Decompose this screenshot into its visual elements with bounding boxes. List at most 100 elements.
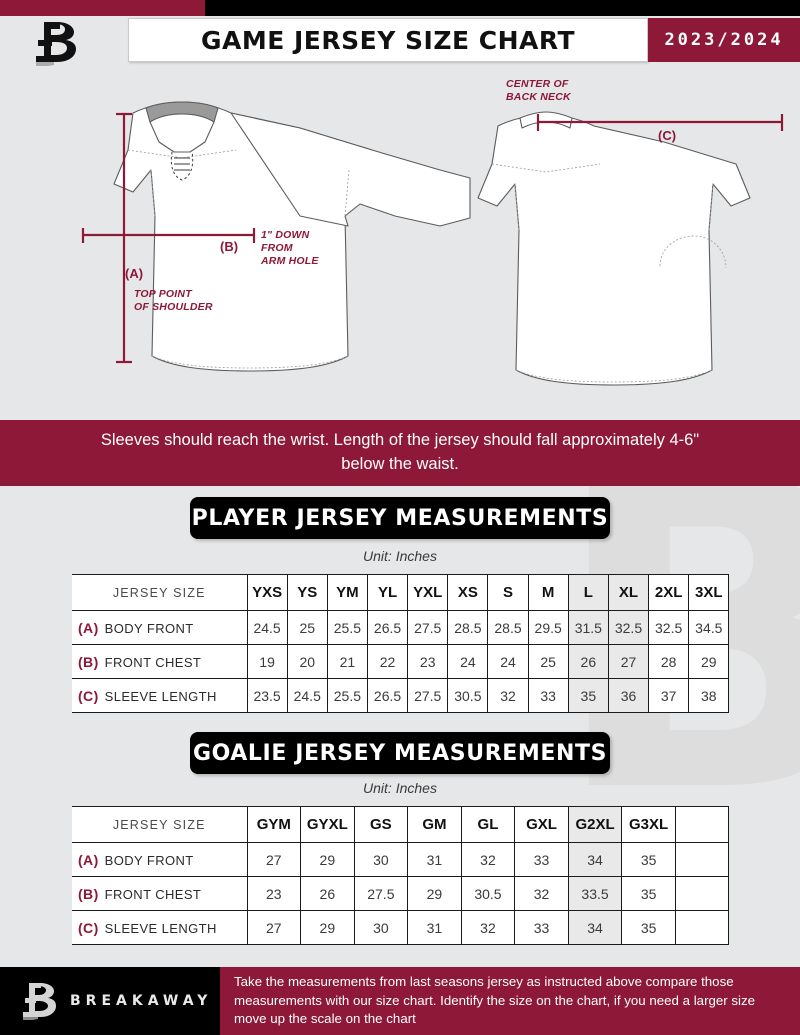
row-label: (B) FRONT CHEST [72,644,248,679]
goalie-size-header: JERSEY SIZE [72,806,248,843]
measurement-cell: 29 [300,842,355,877]
measurement-cell: 34 [567,910,623,945]
goalie-table-body: (A) BODY FRONT 27 29 30 31 32 33 34 35 (B) FRONT CH… [72,842,730,945]
measurement-cell: 35 [621,842,676,877]
row-letter: (A) [78,851,99,868]
goalie-section-title-text: GOALIE JERSEY MEASUREMENTS [192,740,608,766]
measure-line-b [81,228,256,243]
row-label: (B) FRONT CHEST [72,876,248,911]
footer-brand-name: BREAKAWAY [70,993,213,1009]
column-header-gym: GYM [246,806,302,843]
page-title: GAME JERSEY SIZE CHART [128,18,648,62]
fit-note-text: Sleeves should reach the wrist. Length o… [100,431,700,473]
measurement-cell: 26.5 [366,678,409,713]
measure-line-a [116,112,132,364]
column-header-s: S [487,574,529,611]
table-row: (A) BODY FRONT 24.5 25 25.5 26.5 27.5 28.5 28.5 2… [72,610,730,645]
measurement-cell: 31 [407,842,462,877]
back-jersey-illustration [477,111,751,386]
measurement-cell: 30.5 [460,876,516,911]
measurement-cell: 35 [621,910,676,945]
table-row: (B) FRONT CHEST 23 26 27.5 29 30.5 32 33.5 35 [72,876,730,911]
measurement-cell: 27 [607,644,650,679]
column-header-gxl: GXL [514,806,569,843]
goalie-section-title: GOALIE JERSEY MEASUREMENTS [190,732,610,774]
goalie-unit-label: Unit: Inches [363,780,437,796]
page-header: GAME JERSEY SIZE CHART 2023/2024 [0,16,800,66]
label-c-letter: (C) [658,128,677,143]
footer-instructions-text: Take the measurements from last seasons … [234,973,756,1027]
table-row: (C) SLEEVE LENGTH 23.5 24.5 25.5 26.5 27.5 30.5… [72,678,730,713]
column-header-blank [674,806,730,843]
measurement-cell: 25 [527,644,569,679]
row-letter: (C) [78,919,99,936]
row-letter: (A) [78,619,99,636]
measurement-cell: 19 [246,644,288,679]
measurement-cell: 23 [407,644,449,679]
measurement-cell: 27.5 [407,678,449,713]
breakaway-b-logo-icon [23,983,56,1020]
row-label: (C) SLEEVE LENGTH [72,910,248,945]
measurement-cell: 28.5 [487,610,529,645]
measurement-cell: 32 [460,842,516,877]
column-header-xs: XS [447,574,489,611]
player-unit-label: Unit: Inches [363,548,437,564]
fit-note-banner: Sleeves should reach the wrist. Length o… [0,420,800,486]
measurement-cell: 29.5 [527,610,569,645]
measurement-cell: 32.5 [607,610,650,645]
measurement-cell: 21 [326,644,368,679]
measurement-cell: 35 [567,678,609,713]
page-title-text: GAME JERSEY SIZE CHART [200,25,576,55]
column-header-gl: GL [460,806,516,843]
goalie-table-header-row: JERSEY SIZE GYM GYXL GS GM GL GXL G2XL G3XL [72,806,730,843]
measurement-cell: 24.5 [246,610,288,645]
player-section-title-text: PLAYER JERSEY MEASUREMENTS [191,505,609,531]
label-a-text: TOP POINT OF SHOULDER [134,288,213,314]
measurement-cell: 32 [514,876,569,911]
measurement-cell: 30 [353,842,409,877]
measurement-cell: 29 [688,644,730,679]
measurement-cell: 30.5 [447,678,489,713]
column-header-xl: XL [607,574,650,611]
row-letter: (C) [78,687,99,704]
measurement-cell: 37 [648,678,690,713]
measurement-cell [674,910,730,945]
column-header-3xl: 3XL [688,574,730,611]
measurement-cell: 33 [514,910,569,945]
measurement-cell: 33.5 [567,876,623,911]
table-row: (B) FRONT CHEST 19 20 21 22 23 24 24 25 26 27 28 29 [72,644,730,679]
measurement-cell: 28.5 [447,610,489,645]
measurement-cell: 25.5 [326,610,368,645]
measurement-cell: 26.5 [366,610,409,645]
column-header-ym: YM [326,574,368,611]
top-black-bar [0,0,800,16]
measurement-cell: 23 [246,876,302,911]
player-table: JERSEY SIZE YXS YS YM YL YXL XS S M L XL 2XL 3XL (A… [72,574,730,713]
row-label: (A) BODY FRONT [72,842,248,877]
column-header-2xl: 2XL [648,574,690,611]
column-header-yxs: YXS [246,574,288,611]
measurement-cell: 35 [621,876,676,911]
player-measurements-table: JERSEY SIZE YXS YS YM YL YXL XS S M L XL 2XL 3XL (A… [72,574,730,713]
row-letter: (B) [78,885,99,902]
measurement-cell: 23.5 [246,678,288,713]
measurement-cell: 22 [366,644,409,679]
player-section-title: PLAYER JERSEY MEASUREMENTS [190,497,610,539]
measurement-cell: 31 [407,910,462,945]
measurement-cell: 24.5 [286,678,328,713]
season-badge: 2023/2024 [648,18,800,62]
row-label: (C) SLEEVE LENGTH [72,678,248,713]
breakaway-b-logo-icon [20,18,120,66]
column-header-gs: GS [353,806,409,843]
measure-line-c [536,114,784,131]
column-header-g3xl: G3XL [621,806,676,843]
label-a-letter: (A) [125,266,144,281]
jersey-diagram: (A) TOP POINT OF SHOULDER (B) 1" DOWN FR… [0,66,800,418]
column-header-gm: GM [407,806,462,843]
column-header-ys: YS [286,574,328,611]
measurement-cell: 34 [567,842,623,877]
measurement-cell [674,842,730,877]
column-header-gyxl: GYXL [300,806,355,843]
measurement-cell: 27.5 [407,610,449,645]
